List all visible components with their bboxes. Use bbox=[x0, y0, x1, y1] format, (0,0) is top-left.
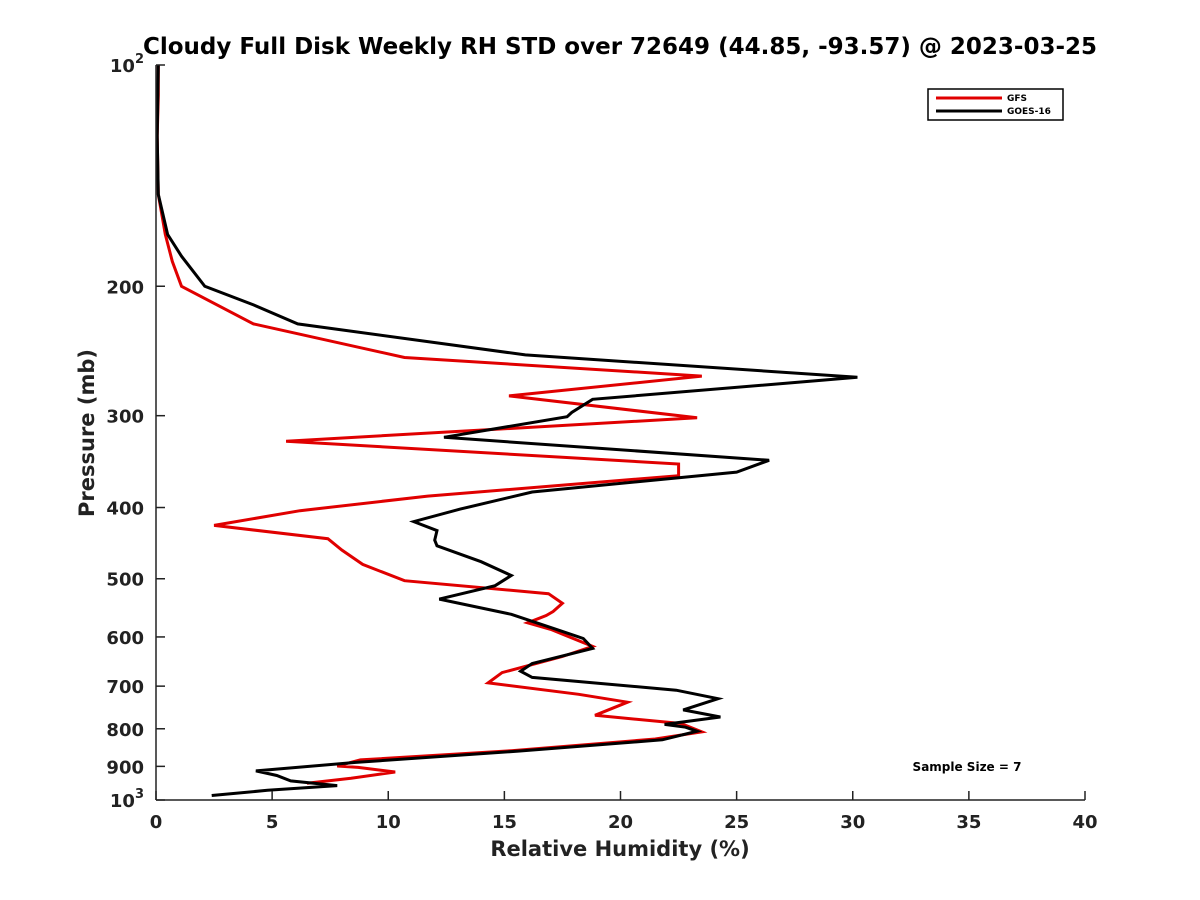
x-tick-label: 10 bbox=[376, 812, 401, 833]
chart-title: Cloudy Full Disk Weekly RH STD over 7264… bbox=[143, 34, 1097, 60]
x-tick-label: 25 bbox=[724, 812, 749, 833]
plot-lines bbox=[155, 64, 858, 797]
y-axis-ticks: 102 200 300 400 500 600 700 800 900 103 bbox=[106, 52, 165, 812]
x-tick-label: 5 bbox=[266, 812, 279, 833]
x-tick-label: 20 bbox=[608, 812, 633, 833]
y-tick-label: 102 bbox=[110, 52, 144, 77]
y-axis-label: Pressure (mb) bbox=[75, 349, 99, 517]
series-line-goes16 bbox=[155, 64, 858, 797]
y-tick-label: 400 bbox=[106, 499, 144, 520]
y-tick-label: 200 bbox=[106, 277, 144, 298]
x-axis-label: Relative Humidity (%) bbox=[490, 837, 749, 861]
x-axis-ticks: 0 5 10 15 20 25 30 35 40 bbox=[150, 791, 1098, 833]
y-tick-label: 700 bbox=[106, 677, 144, 698]
y-tick-label: 800 bbox=[106, 720, 144, 741]
x-tick-label: 30 bbox=[840, 812, 865, 833]
legend-label-goes16: GOES-16 bbox=[1007, 107, 1051, 117]
x-tick-label: 35 bbox=[956, 812, 981, 833]
y-tick-label: 300 bbox=[106, 407, 144, 428]
legend: GFS GOES-16 bbox=[927, 88, 1064, 121]
y-tick-label: 103 bbox=[110, 787, 144, 812]
legend-label-gfs: GFS bbox=[1007, 94, 1027, 104]
x-tick-label: 0 bbox=[150, 812, 163, 833]
y-tick-label: 600 bbox=[106, 628, 144, 649]
y-tick-label: 900 bbox=[106, 757, 144, 778]
x-tick-label: 15 bbox=[492, 812, 517, 833]
y-tick-label: 500 bbox=[106, 570, 144, 591]
legend-box bbox=[927, 88, 1064, 121]
x-tick-label: 40 bbox=[1072, 812, 1097, 833]
sample-size-annotation: Sample Size = 7 bbox=[913, 760, 1022, 774]
